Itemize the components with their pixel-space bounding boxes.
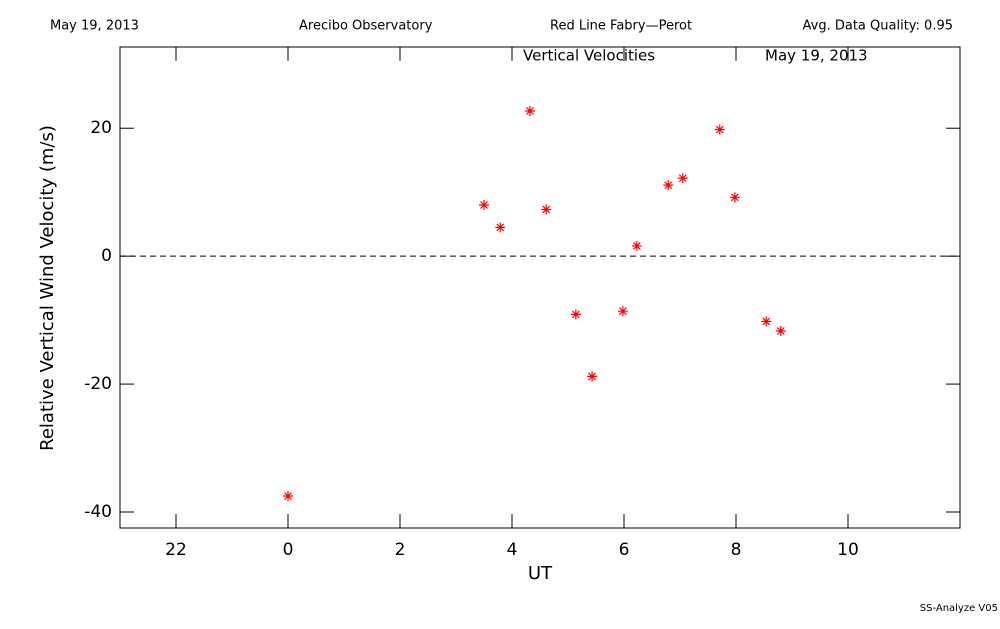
point [729,192,740,203]
x-tick-label: 10 [837,540,859,560]
x-tick-label: 2 [395,540,406,560]
plot-frame [119,46,961,529]
y-tick-label: 20 [90,118,112,138]
point [283,491,293,502]
x-axis-label: UT [528,563,553,584]
y-tick-label: -40 [84,502,112,522]
point [663,180,674,191]
y-axis-label: Relative Vertical Wind Velocity (m/s) [37,125,58,451]
y-tick-label: 0 [101,246,112,266]
point [587,371,598,382]
point [479,199,489,210]
chart-title: Vertical Velocities [523,47,655,65]
point [775,325,786,336]
y-tick-label: -20 [84,374,112,394]
header-site: Arecibo Observatory [299,19,433,34]
point [714,124,725,135]
point [761,316,772,327]
x-tick-label: 4 [507,540,518,560]
footer: SS-Analyze V05 [920,603,998,614]
header-date: May 19, 2013 [50,19,139,34]
point [541,204,552,215]
point [570,309,581,320]
x-tick-label: 22 [165,540,187,560]
point [524,105,535,116]
x-tick-label: 8 [731,540,742,560]
point [677,173,688,184]
x-tick-label: 0 [283,540,294,560]
point [495,222,506,233]
point [617,306,628,317]
header-quality: Avg. Data Quality: 0.95 [803,19,953,34]
x-tick-label: 6 [619,540,630,560]
chart-subtitle: May 19, 2013 [765,47,868,65]
point [631,240,642,251]
header-instrument: Red Line Fabry—Perot [550,19,692,34]
